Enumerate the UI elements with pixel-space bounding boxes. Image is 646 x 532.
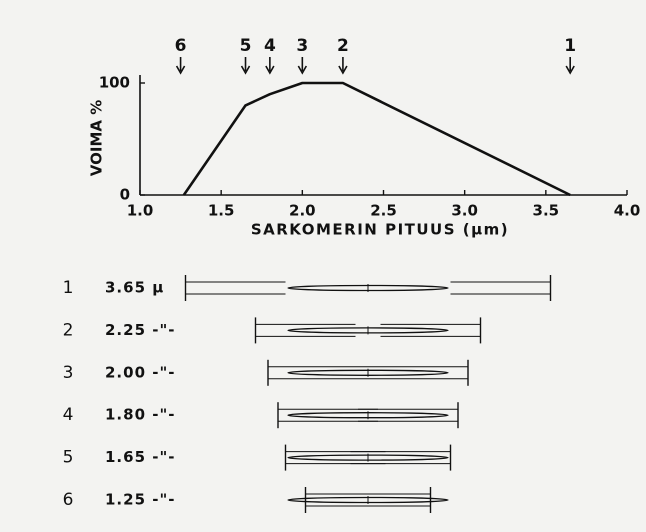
- marker-arrowhead: [297, 65, 308, 75]
- marker-arrowhead: [240, 65, 251, 75]
- row-number: 1: [63, 278, 74, 298]
- row-number: 6: [63, 490, 74, 510]
- row-length: 1.65 -"-: [105, 448, 176, 466]
- marker-arrowhead: [338, 65, 348, 75]
- x-tick-label: 2.0: [289, 202, 316, 220]
- row-length: 3.65 µ: [105, 279, 164, 297]
- y-tick-label: 100: [99, 74, 130, 92]
- marker-arrowhead: [175, 65, 186, 75]
- marker-label: 2: [337, 36, 349, 56]
- row-number: 2: [63, 320, 74, 340]
- row-length: 1.80 -"-: [105, 406, 176, 424]
- x-tick-label: 3.5: [533, 202, 560, 220]
- row-number: 5: [63, 448, 74, 468]
- marker-arrowhead: [265, 65, 275, 75]
- x-tick-label: 1.5: [208, 202, 235, 220]
- row-number: 4: [63, 405, 74, 425]
- marker-arrowhead: [565, 65, 575, 75]
- row-number: 3: [63, 363, 74, 383]
- curve: [182, 81, 571, 197]
- y-tick-label: 0: [120, 186, 130, 204]
- x-tick-label: 4.0: [614, 202, 641, 220]
- row-length: 2.00 -"-: [105, 363, 176, 381]
- marker-label: 1: [564, 36, 576, 56]
- marker-label: 6: [175, 36, 187, 56]
- marker-label: 5: [240, 36, 252, 56]
- marker-label: 4: [264, 36, 276, 56]
- x-tick-label: 1.0: [127, 202, 154, 220]
- y-axis-label: VOIMA %: [88, 100, 106, 176]
- x-tick-label: 2.5: [370, 202, 397, 220]
- row-length: 1.25 -"-: [105, 491, 176, 509]
- x-axis-label: SARKOMERIN PITUUS (µm): [251, 221, 509, 239]
- marker-label: 3: [296, 36, 308, 56]
- x-tick-label: 3.0: [451, 202, 478, 220]
- row-length: 2.25 -"-: [105, 321, 176, 339]
